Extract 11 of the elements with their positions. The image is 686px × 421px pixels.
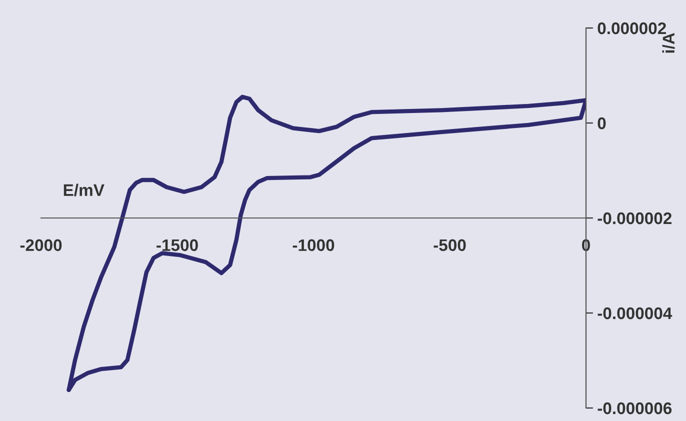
x-tick-label: -500 [434,239,466,252]
x-axis-title: E/mV [64,184,104,196]
y-tick-label: 0.000002 [598,22,666,34]
x-tick-label: -2000 [20,239,62,252]
y-tick-label: -0.000006 [598,402,672,414]
x-tick-label: -1000 [292,239,334,252]
x-tick-label: -1500 [156,239,198,252]
y-tick-label: -0.000002 [598,212,672,224]
y-axis-title: i/A [662,32,675,53]
y-tick-label: -0.000004 [598,307,672,320]
y-tick-label: 0 [598,117,606,130]
